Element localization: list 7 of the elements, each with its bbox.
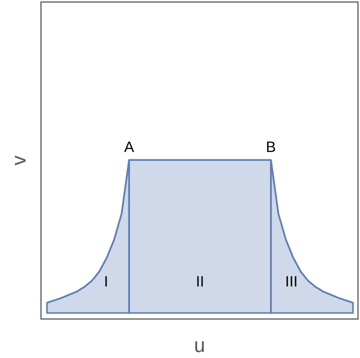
text: B (266, 139, 276, 156)
series-label: II (196, 273, 204, 290)
series-label: I (104, 273, 108, 290)
y-axis-title: v (8, 156, 30, 166)
x-axis-title: u (194, 335, 206, 357)
series-label: III (285, 273, 298, 290)
text: A (124, 139, 134, 156)
